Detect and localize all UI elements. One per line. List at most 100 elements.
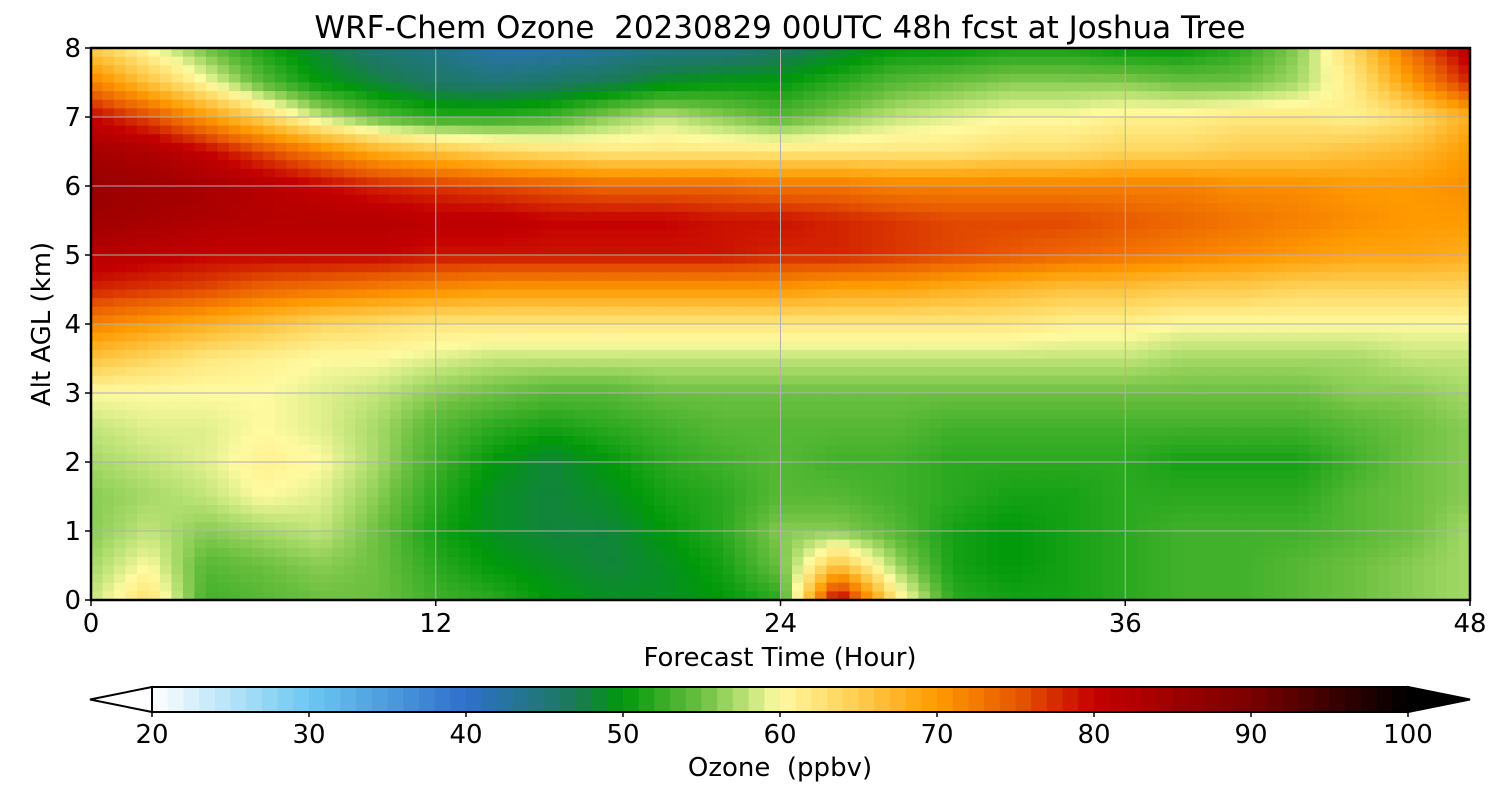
heatmap-cell: [458, 125, 471, 135]
heatmap-cell: [883, 91, 897, 101]
heatmap-cell: [136, 393, 150, 403]
heatmap-cell: [895, 229, 908, 239]
heatmap-cell: [1217, 246, 1230, 256]
heatmap-cell: [826, 306, 839, 316]
heatmap-cell: [424, 255, 437, 265]
heatmap-cell: [1090, 263, 1103, 273]
heatmap-cell: [700, 48, 713, 58]
heatmap-cell: [562, 134, 575, 144]
heatmap-cell: [263, 341, 276, 351]
heatmap-cell: [562, 324, 575, 334]
heatmap-cell: [1263, 134, 1276, 144]
heatmap-cell: [1148, 194, 1161, 204]
heatmap-cell: [1194, 272, 1207, 282]
heatmap-cell: [1205, 349, 1218, 360]
heatmap-cell: [826, 246, 839, 256]
heatmap-cell: [332, 272, 345, 282]
heatmap-cell: [573, 117, 586, 127]
heatmap-cell: [171, 393, 184, 403]
heatmap-cell: [929, 48, 942, 58]
heatmap-cell: [1194, 375, 1207, 385]
heatmap-cell: [1458, 151, 1470, 161]
heatmap-cell: [332, 142, 345, 153]
heatmap-cell: [1228, 211, 1241, 222]
heatmap-cell: [929, 255, 942, 265]
heatmap-cell: [1033, 289, 1046, 299]
heatmap-cell: [251, 125, 264, 135]
heatmap-cell: [205, 186, 219, 196]
heatmap-cell: [998, 246, 1011, 256]
heatmap-cell: [952, 125, 965, 135]
heatmap-cell: [182, 263, 196, 273]
heatmap-cell: [159, 229, 173, 239]
heatmap-cell: [159, 401, 173, 411]
heatmap-cell: [688, 315, 701, 325]
heatmap-cell: [642, 306, 655, 316]
heatmap-cell: [1159, 91, 1172, 101]
heatmap-cell: [1194, 237, 1207, 247]
heatmap-cell: [1159, 324, 1172, 334]
heatmap-cell: [435, 298, 448, 308]
heatmap-cell: [1458, 186, 1470, 196]
heatmap-cell: [1136, 298, 1149, 308]
heatmap-cell: [1021, 375, 1034, 385]
heatmap-cell: [1447, 349, 1460, 360]
heatmap-cell: [1033, 56, 1046, 66]
heatmap-cell: [297, 56, 310, 66]
heatmap-cell: [1332, 142, 1345, 153]
heatmap-cell: [263, 82, 276, 92]
heatmap-cell: [1194, 332, 1207, 342]
heatmap-cell: [171, 56, 184, 66]
heatmap-cell: [1067, 142, 1080, 153]
heatmap-cell: [1102, 332, 1115, 342]
heatmap-cell: [975, 237, 988, 247]
heatmap-cell: [1458, 48, 1470, 58]
heatmap-cell: [240, 341, 253, 351]
heatmap-cell: [1125, 272, 1138, 282]
heatmap-cell: [1205, 82, 1218, 92]
heatmap-cell: [1182, 332, 1195, 342]
heatmap-cell: [297, 298, 310, 308]
heatmap-cell: [251, 177, 264, 187]
heatmap-cell: [286, 289, 299, 299]
heatmap-cell: [1171, 48, 1184, 58]
heatmap-cell: [642, 108, 655, 118]
heatmap-cell: [849, 263, 862, 273]
heatmap-cell: [596, 237, 609, 247]
heatmap-cell: [550, 56, 563, 66]
heatmap-cell: [860, 117, 874, 127]
heatmap-cell: [619, 384, 632, 394]
heatmap-cell: [700, 125, 713, 135]
heatmap-cell: [780, 142, 793, 153]
heatmap-cell: [539, 393, 552, 403]
heatmap-cell: [1355, 151, 1368, 161]
heatmap-cell: [1320, 220, 1333, 230]
heatmap-cell: [1033, 246, 1046, 256]
heatmap-cell: [435, 48, 448, 58]
heatmap-cell: [194, 168, 207, 178]
heatmap-cell: [194, 349, 207, 360]
heatmap-cell: [389, 401, 402, 411]
heatmap-cell: [642, 229, 655, 239]
heatmap-cell: [573, 315, 586, 325]
heatmap-cell: [1205, 186, 1218, 196]
heatmap-cell: [814, 99, 828, 109]
heatmap-cell: [539, 246, 552, 256]
heatmap-cell: [527, 99, 540, 109]
heatmap-cell: [1159, 358, 1172, 368]
heatmap-cell: [1171, 341, 1184, 351]
heatmap-cell: [631, 401, 644, 411]
heatmap-cell: [562, 56, 575, 66]
heatmap-cell: [493, 56, 506, 66]
heatmap-cell: [791, 255, 805, 265]
heatmap-cell: [1205, 203, 1218, 213]
heatmap-cell: [1447, 384, 1460, 394]
heatmap-cell: [320, 272, 333, 282]
heatmap-cell: [952, 246, 965, 256]
heatmap-cell: [1309, 315, 1322, 325]
heatmap-cell: [1033, 237, 1046, 247]
heatmap-cell: [895, 384, 908, 394]
heatmap-cell: [343, 263, 356, 273]
heatmap-cell: [228, 160, 241, 170]
heatmap-cell: [1424, 246, 1437, 256]
